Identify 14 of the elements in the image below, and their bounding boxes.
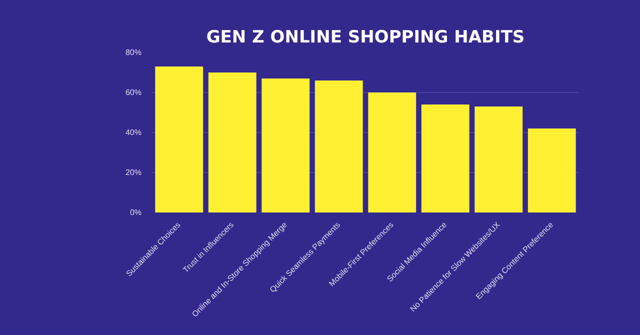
- bar: [262, 78, 310, 212]
- y-tick-label: 60%: [125, 88, 142, 97]
- y-tick-label: 40%: [125, 128, 142, 137]
- bar: [474, 106, 523, 212]
- bar: [368, 92, 416, 212]
- bar: [314, 80, 363, 212]
- bar: [155, 66, 204, 212]
- bar: [208, 72, 256, 212]
- y-tick-label: 80%: [125, 48, 142, 57]
- bar: [528, 128, 576, 212]
- y-tick-label: 20%: [125, 168, 142, 177]
- y-tick-label: 0%: [130, 208, 142, 217]
- chart-title: GEN Z ONLINE SHOPPING HABITS: [206, 28, 525, 48]
- bar: [421, 104, 470, 212]
